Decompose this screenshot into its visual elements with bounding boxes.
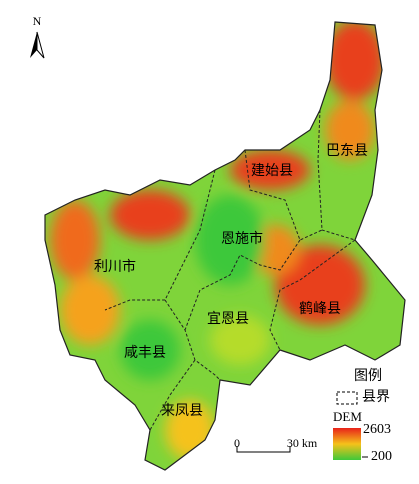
county-label: 巴东县 — [326, 143, 368, 159]
north-label: N — [33, 14, 42, 28]
boundary-swatch — [336, 391, 358, 405]
county-label: 鹤峰县 — [299, 301, 341, 317]
dem-min: 200 — [371, 449, 392, 464]
scale-start: 0 — [234, 436, 240, 450]
scale-bar: 0 30 km — [234, 436, 318, 453]
dem-title: DEM — [333, 409, 362, 424]
county-label: 恩施市 — [221, 230, 263, 247]
legend-boundary: 县界 — [362, 390, 390, 405]
county-label: 来凤县 — [161, 403, 203, 419]
legend: 图例 县界 DEM 2603 200 — [333, 368, 392, 464]
dem-max: 2603 — [363, 422, 391, 437]
county-label: 利川市 — [94, 258, 136, 275]
north-arrow: N — [30, 14, 45, 59]
county-label: 咸丰县 — [124, 345, 166, 361]
county-labels: 建始县 巴东县 恩施市 利川市 宜恩县 鹤峰县 咸丰县 来凤县 — [94, 143, 368, 419]
scale-end: 30 km — [287, 436, 318, 450]
legend-title: 图例 — [354, 368, 382, 384]
county-label: 建始县 — [251, 163, 293, 179]
county-label: 宜恩县 — [207, 311, 249, 327]
dem-ramp — [333, 428, 361, 460]
county-boundaries — [104, 109, 356, 431]
